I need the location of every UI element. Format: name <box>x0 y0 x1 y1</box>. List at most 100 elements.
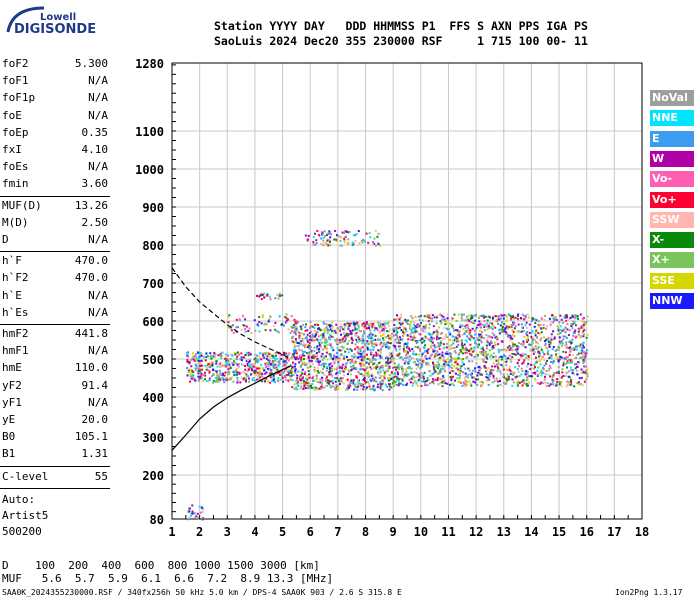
echo-point <box>259 356 262 359</box>
autoscale-line2: Artist5 <box>2 508 49 522</box>
echo-point <box>204 378 206 381</box>
echo-point <box>464 367 467 370</box>
echo-point <box>293 352 296 355</box>
echo-point <box>485 355 488 358</box>
echo-point <box>417 365 419 368</box>
param-row-fof1p: foF1p N/A <box>2 91 108 106</box>
echo-point <box>356 388 359 391</box>
param-name: B0 <box>2 430 16 444</box>
echo-point <box>350 349 353 352</box>
echo-point <box>369 388 372 391</box>
echo-point <box>334 377 337 379</box>
echo-point <box>248 377 250 380</box>
echo-point <box>219 372 222 374</box>
echo-point <box>472 380 475 383</box>
echo-point <box>329 328 332 331</box>
echo-point <box>361 358 364 360</box>
echo-point <box>477 316 480 319</box>
echo-point <box>506 346 509 349</box>
echo-point <box>432 341 434 344</box>
echo-point <box>255 369 258 372</box>
echo-point <box>514 377 517 380</box>
echo-point <box>465 357 468 359</box>
echo-point <box>523 335 526 338</box>
echo-point <box>548 364 551 367</box>
echo-point <box>273 324 276 327</box>
echo-point <box>522 340 525 343</box>
echo-point <box>540 316 543 319</box>
echo-point <box>247 354 250 357</box>
echo-point <box>363 322 366 325</box>
echo-point <box>441 351 444 354</box>
echo-point <box>421 341 423 344</box>
echo-point <box>338 326 341 329</box>
echo-point <box>466 317 469 320</box>
echo-point <box>573 385 576 388</box>
echo-point <box>362 350 365 353</box>
echo-point <box>512 381 515 384</box>
param-separator <box>0 324 110 325</box>
echo-point <box>400 329 403 332</box>
echo-point <box>527 381 530 384</box>
echo-point <box>471 376 474 379</box>
echo-point <box>328 353 331 356</box>
echo-point <box>218 363 221 365</box>
echo-point <box>319 329 322 332</box>
echo-point <box>557 370 560 373</box>
echo-point <box>567 358 570 361</box>
echo-point <box>269 363 272 365</box>
echo-point <box>347 231 350 234</box>
echo-point <box>421 353 424 355</box>
echo-point <box>474 342 477 345</box>
echo-point <box>396 336 399 339</box>
echo-point <box>305 336 308 339</box>
echo-point <box>384 336 387 339</box>
echo-point <box>303 344 306 347</box>
echo-point <box>567 347 570 349</box>
echo-point <box>303 385 306 388</box>
echo-point <box>536 347 539 350</box>
echo-point <box>507 357 510 360</box>
echo-point <box>325 347 328 350</box>
echo-point <box>400 382 403 385</box>
y-tick-label: 80 <box>150 513 164 527</box>
echo-point <box>433 355 436 358</box>
echo-point <box>351 241 354 244</box>
echo-point <box>224 357 227 360</box>
echo-point <box>374 334 377 337</box>
echo-point <box>296 342 299 344</box>
echo-point <box>364 325 367 328</box>
echo-point <box>358 361 361 364</box>
echo-point <box>323 373 326 376</box>
echo-point <box>433 344 436 347</box>
echo-point <box>479 373 482 376</box>
echo-point <box>462 352 464 355</box>
echo-point <box>188 361 191 364</box>
echo-point <box>430 320 433 323</box>
echo-point <box>363 347 366 350</box>
echo-point <box>392 334 395 337</box>
echo-point <box>410 315 413 318</box>
echo-point <box>337 386 339 389</box>
echo-point <box>339 346 342 349</box>
echo-point <box>407 351 409 354</box>
echo-point <box>440 340 443 343</box>
echo-point <box>583 380 586 383</box>
echo-point <box>315 352 318 354</box>
echo-point <box>540 369 543 372</box>
echo-point <box>509 358 512 361</box>
echo-point <box>425 384 428 387</box>
echo-point <box>322 368 325 370</box>
echo-point <box>195 364 198 367</box>
echo-point <box>480 338 483 341</box>
echo-point <box>383 373 386 376</box>
echo-point <box>453 329 456 332</box>
echo-point <box>347 242 350 245</box>
echo-point <box>330 346 333 349</box>
echo-point <box>456 377 459 380</box>
echo-point <box>208 370 211 373</box>
echo-point <box>508 365 511 368</box>
echo-point <box>293 356 296 359</box>
echo-point <box>397 363 400 366</box>
echo-point <box>452 327 455 330</box>
